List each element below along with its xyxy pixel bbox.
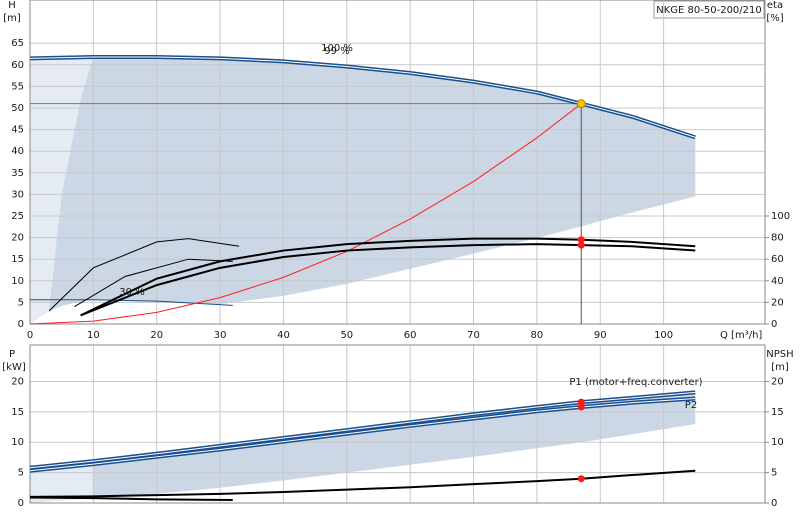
y-axis-label: [kW]	[2, 362, 26, 373]
y-tick-label: 0	[18, 498, 24, 509]
y-axis-label: H	[8, 0, 16, 11]
y-tick-label: 15	[11, 407, 24, 418]
title-box	[653, 0, 765, 19]
annotation: P1 (motor+freq.converter)	[569, 377, 702, 388]
x-tick-label: 50	[340, 330, 353, 341]
curve	[80, 237, 696, 317]
y2-tick-label: 10	[771, 437, 784, 448]
y2-tick-label: 5	[771, 468, 777, 479]
duty-point	[576, 99, 586, 109]
x-axis-label: Q [m³/h]	[720, 330, 762, 341]
y2-tick-label: 20	[771, 297, 784, 308]
range-area	[93, 392, 696, 499]
curve	[74, 258, 233, 308]
annotation: 30 %	[119, 287, 144, 298]
y-tick-label: 40	[11, 146, 24, 157]
annotation: 100 %	[321, 43, 353, 54]
y2-tick-label: 0	[771, 319, 777, 330]
curve-highlight	[29, 391, 696, 469]
y2-axis-label: [m]	[771, 362, 789, 373]
y-tick-label: 60	[11, 60, 24, 71]
curve	[29, 103, 582, 325]
x-tick-label: 100	[654, 330, 673, 341]
plot-frame	[29, 344, 766, 504]
annotation: 99 %	[324, 46, 349, 57]
y-tick-label: 65	[11, 38, 24, 49]
y2-tick-label: 100	[771, 211, 790, 222]
y-tick-label: 35	[11, 168, 24, 179]
point-marker	[577, 403, 585, 411]
x-tick-label: 20	[150, 330, 163, 341]
range-area	[49, 57, 696, 312]
curve	[48, 238, 240, 312]
x-tick-label: 10	[87, 330, 100, 341]
point-marker	[577, 475, 585, 483]
y-tick-label: 45	[11, 125, 24, 136]
y-tick-label: 50	[11, 103, 24, 114]
y-tick-label: 20	[11, 233, 24, 244]
curve	[29, 496, 233, 501]
y-tick-label: 0	[18, 319, 24, 330]
y2-tick-label: 20	[771, 376, 784, 387]
range-area	[30, 461, 94, 503]
y2-axis-label: NPSH	[766, 349, 793, 360]
curve	[80, 243, 696, 317]
curve-highlight	[29, 56, 696, 138]
y-tick-label: 30	[11, 189, 24, 200]
point-marker	[577, 236, 585, 244]
point-marker	[577, 241, 585, 249]
y2-tick-label: 15	[771, 407, 784, 418]
y2-tick-label: 0	[771, 498, 777, 509]
plot-frame	[29, 0, 766, 325]
curve	[29, 469, 696, 498]
annotation: P2	[685, 400, 697, 411]
y2-tick-label: 60	[771, 254, 784, 265]
curve-highlight	[29, 397, 696, 472]
range-area	[30, 57, 94, 325]
y2-tick-label: 40	[771, 276, 784, 287]
y2-axis-label: eta	[767, 0, 783, 11]
y-tick-label: 10	[11, 437, 24, 448]
y-tick-label: 25	[11, 211, 24, 222]
y-tick-label: 10	[11, 276, 24, 287]
chart-title: NKGE 80-50-200/210	[656, 5, 762, 16]
y-tick-label: 15	[11, 254, 24, 265]
y-axis-label: [m]	[3, 13, 21, 24]
x-tick-label: 80	[531, 330, 544, 341]
y-tick-label: 5	[18, 468, 24, 479]
point-marker	[577, 398, 585, 406]
x-tick-label: 30	[214, 330, 227, 341]
x-tick-label: 40	[277, 330, 290, 341]
y2-tick-label: 80	[771, 233, 784, 244]
y-tick-label: 20	[11, 376, 24, 387]
x-tick-label: 90	[594, 330, 607, 341]
y-tick-label: 55	[11, 81, 24, 92]
x-tick-label: 60	[404, 330, 417, 341]
y-axis-label: P	[9, 349, 15, 360]
x-tick-label: 70	[467, 330, 480, 341]
y-tick-label: 5	[18, 297, 24, 308]
y2-axis-label: [%]	[766, 13, 783, 24]
x-tick-label: 0	[27, 330, 33, 341]
